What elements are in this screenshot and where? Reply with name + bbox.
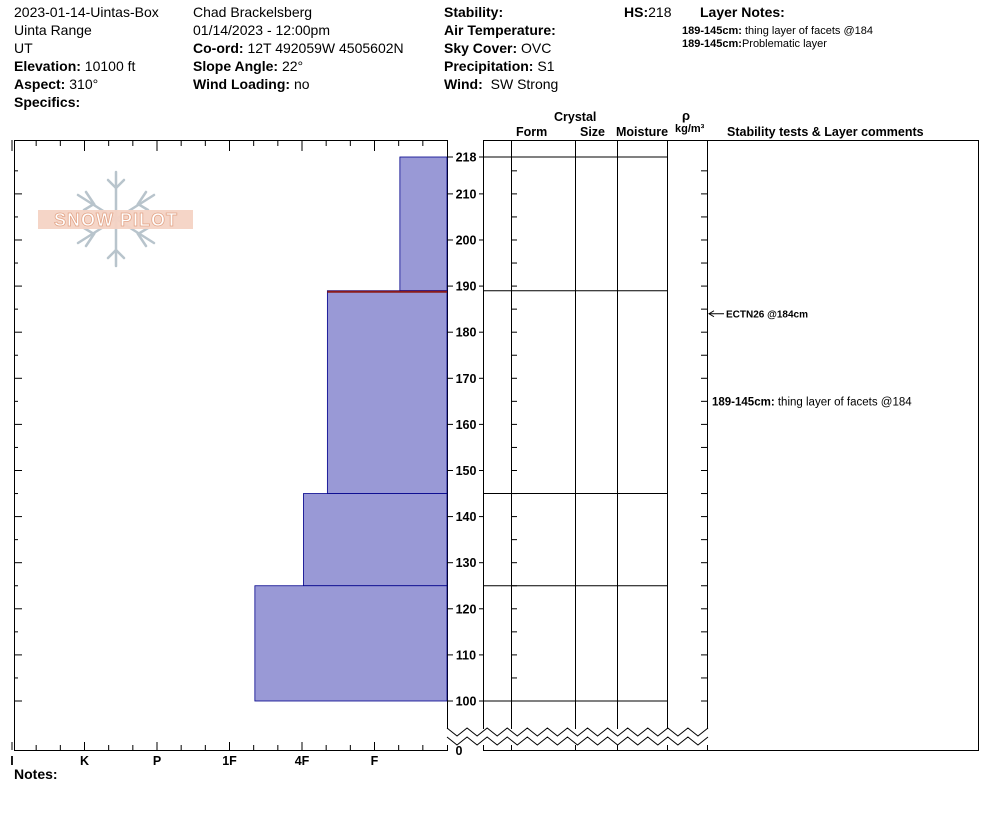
crystal-frame [483, 140, 979, 751]
height-label-140: 140 [456, 510, 477, 524]
height-label-180: 180 [456, 326, 477, 340]
height-label-218: 218 [456, 151, 477, 165]
state: UT [14, 40, 33, 56]
size-header: Size [580, 125, 606, 139]
elevation-label: Elevation: [14, 58, 81, 74]
height-label-170: 170 [456, 372, 477, 386]
break-zigzag-bottom [446, 736, 709, 746]
hardness-label-1f: 1F [222, 754, 237, 768]
hardness-label-4f: 4F [295, 754, 310, 768]
hardness-layers [254, 156, 448, 702]
slope-value: 22° [281, 58, 304, 74]
specifics-label: Specifics: [14, 94, 81, 110]
slope-label: Slope Angle: [193, 58, 279, 74]
moisture-header: Moisture [616, 125, 669, 139]
height-label-110: 110 [456, 648, 476, 662]
precipitation: Precipitation: S1 [444, 58, 554, 74]
crystal-header: Crystal [554, 110, 597, 124]
elevation-value: 10100 ft [84, 58, 136, 74]
stability-comments-header: Stability tests & Layer comments [727, 125, 924, 139]
stability-annotations: ECTN26 @184cm 189-145cm: thing layer of f… [708, 310, 912, 408]
layer-comment: 189-145cm: thing layer of facets @184 [712, 396, 912, 408]
stability-test-label: ECTN26 @184cm [726, 310, 808, 321]
hardness-layer-2 [326, 290, 448, 494]
hardness-bottom-ticks: I K P 1F 4F F [10, 742, 424, 768]
aspect-value: 310° [69, 76, 99, 92]
rho-header: ρ [682, 108, 691, 123]
hardness-layer-1 [399, 156, 448, 292]
wind-loading-value: no [293, 76, 310, 92]
aspect-label: Aspect: [14, 76, 66, 92]
notes-label: Notes: [14, 766, 58, 782]
layer-comment-range: 189-145cm: [712, 396, 778, 408]
layer-note-text: thing layer of facets @184 [745, 25, 873, 37]
layer-comment-text: thing layer of facets @184 [778, 396, 912, 408]
stability-test-arrowhead [708, 310, 715, 318]
aspect: Aspect: 310° [14, 76, 98, 92]
form-header: Form [516, 125, 548, 139]
hs-label: HS: [624, 4, 649, 20]
precip-value: S1 [537, 58, 555, 74]
mountain-range: Uinta Range [14, 22, 92, 38]
hardness-label-i: I [10, 754, 13, 768]
layer-note-range: 189-145cm: [682, 25, 742, 37]
height-label-160: 160 [456, 418, 477, 432]
hardness-frame [14, 140, 448, 751]
snowpilot-logo: SNOW PILOT [38, 170, 193, 268]
height-label-190: 190 [456, 280, 477, 294]
layer-note-text: Problematic layer [741, 38, 827, 50]
profile-title: 2023-01-14-Uintas-Box [14, 4, 159, 20]
density-unit-header: kg/m³ [675, 123, 705, 135]
height-label-0: 0 [456, 744, 463, 758]
wind-loading: Wind Loading: no [193, 76, 310, 92]
snow-height: HS:218 [624, 4, 671, 20]
slope-angle: Slope Angle: 22° [193, 58, 303, 74]
axis-break [446, 727, 709, 746]
hardness-top-ticks [11, 140, 424, 151]
layer-note-range: 189-145cm: [682, 38, 742, 50]
break-zigzag-top [446, 727, 709, 737]
hardness-label-k: K [80, 754, 89, 768]
sky-cover: Sky Cover: OVC [444, 40, 551, 56]
sky-label: Sky Cover: [444, 40, 518, 56]
logo-text: SNOW PILOT [54, 210, 178, 230]
air-temp-label: Air Temperature: [444, 22, 556, 38]
wind-value: SW Strong [490, 76, 559, 92]
height-axis: 218 210 200 190 180 170 160 150 140 130 120 110 100 0 [447, 151, 484, 758]
hardness-label-f: F [371, 754, 379, 768]
layer-note-1: 189-145cm: thing layer of facets @184 [682, 25, 873, 37]
wind-loading-label: Wind Loading: [193, 76, 291, 92]
crystal-columns [484, 140, 708, 750]
coordinates: Co-ord: 12T 492059W 4505602N [193, 40, 404, 56]
height-label-200: 200 [456, 233, 477, 247]
hardness-layer-4 [254, 585, 448, 702]
hardness-layer-3 [303, 493, 448, 587]
observer: Chad Brackelsberg [193, 4, 313, 20]
coord-value: 12T 492059W 4505602N [247, 40, 404, 56]
layer-notes-label: Layer Notes: [700, 4, 785, 20]
left-minor-ticks [14, 170, 22, 702]
height-label-120: 120 [456, 602, 477, 616]
coord-label: Co-ord: [193, 40, 244, 56]
precip-label: Precipitation: [444, 58, 534, 74]
height-label-210: 210 [456, 187, 477, 201]
wind-label: Wind: [444, 76, 483, 92]
sky-value: OVC [521, 40, 552, 56]
layer-note-2: 189-145cm:Problematic layer [682, 38, 827, 50]
date-time: 01/14/2023 - 12:00pm [193, 22, 330, 38]
wind: Wind: SW Strong [444, 76, 558, 92]
break-mask [447, 729, 708, 745]
height-label-130: 130 [456, 556, 477, 570]
height-label-150: 150 [456, 464, 477, 478]
elevation: Elevation: 10100 ft [14, 58, 135, 74]
hs-value: 218 [648, 4, 672, 20]
hardness-label-p: P [153, 754, 161, 768]
stability-label: Stability: [444, 4, 504, 20]
height-label-100: 100 [456, 695, 477, 709]
